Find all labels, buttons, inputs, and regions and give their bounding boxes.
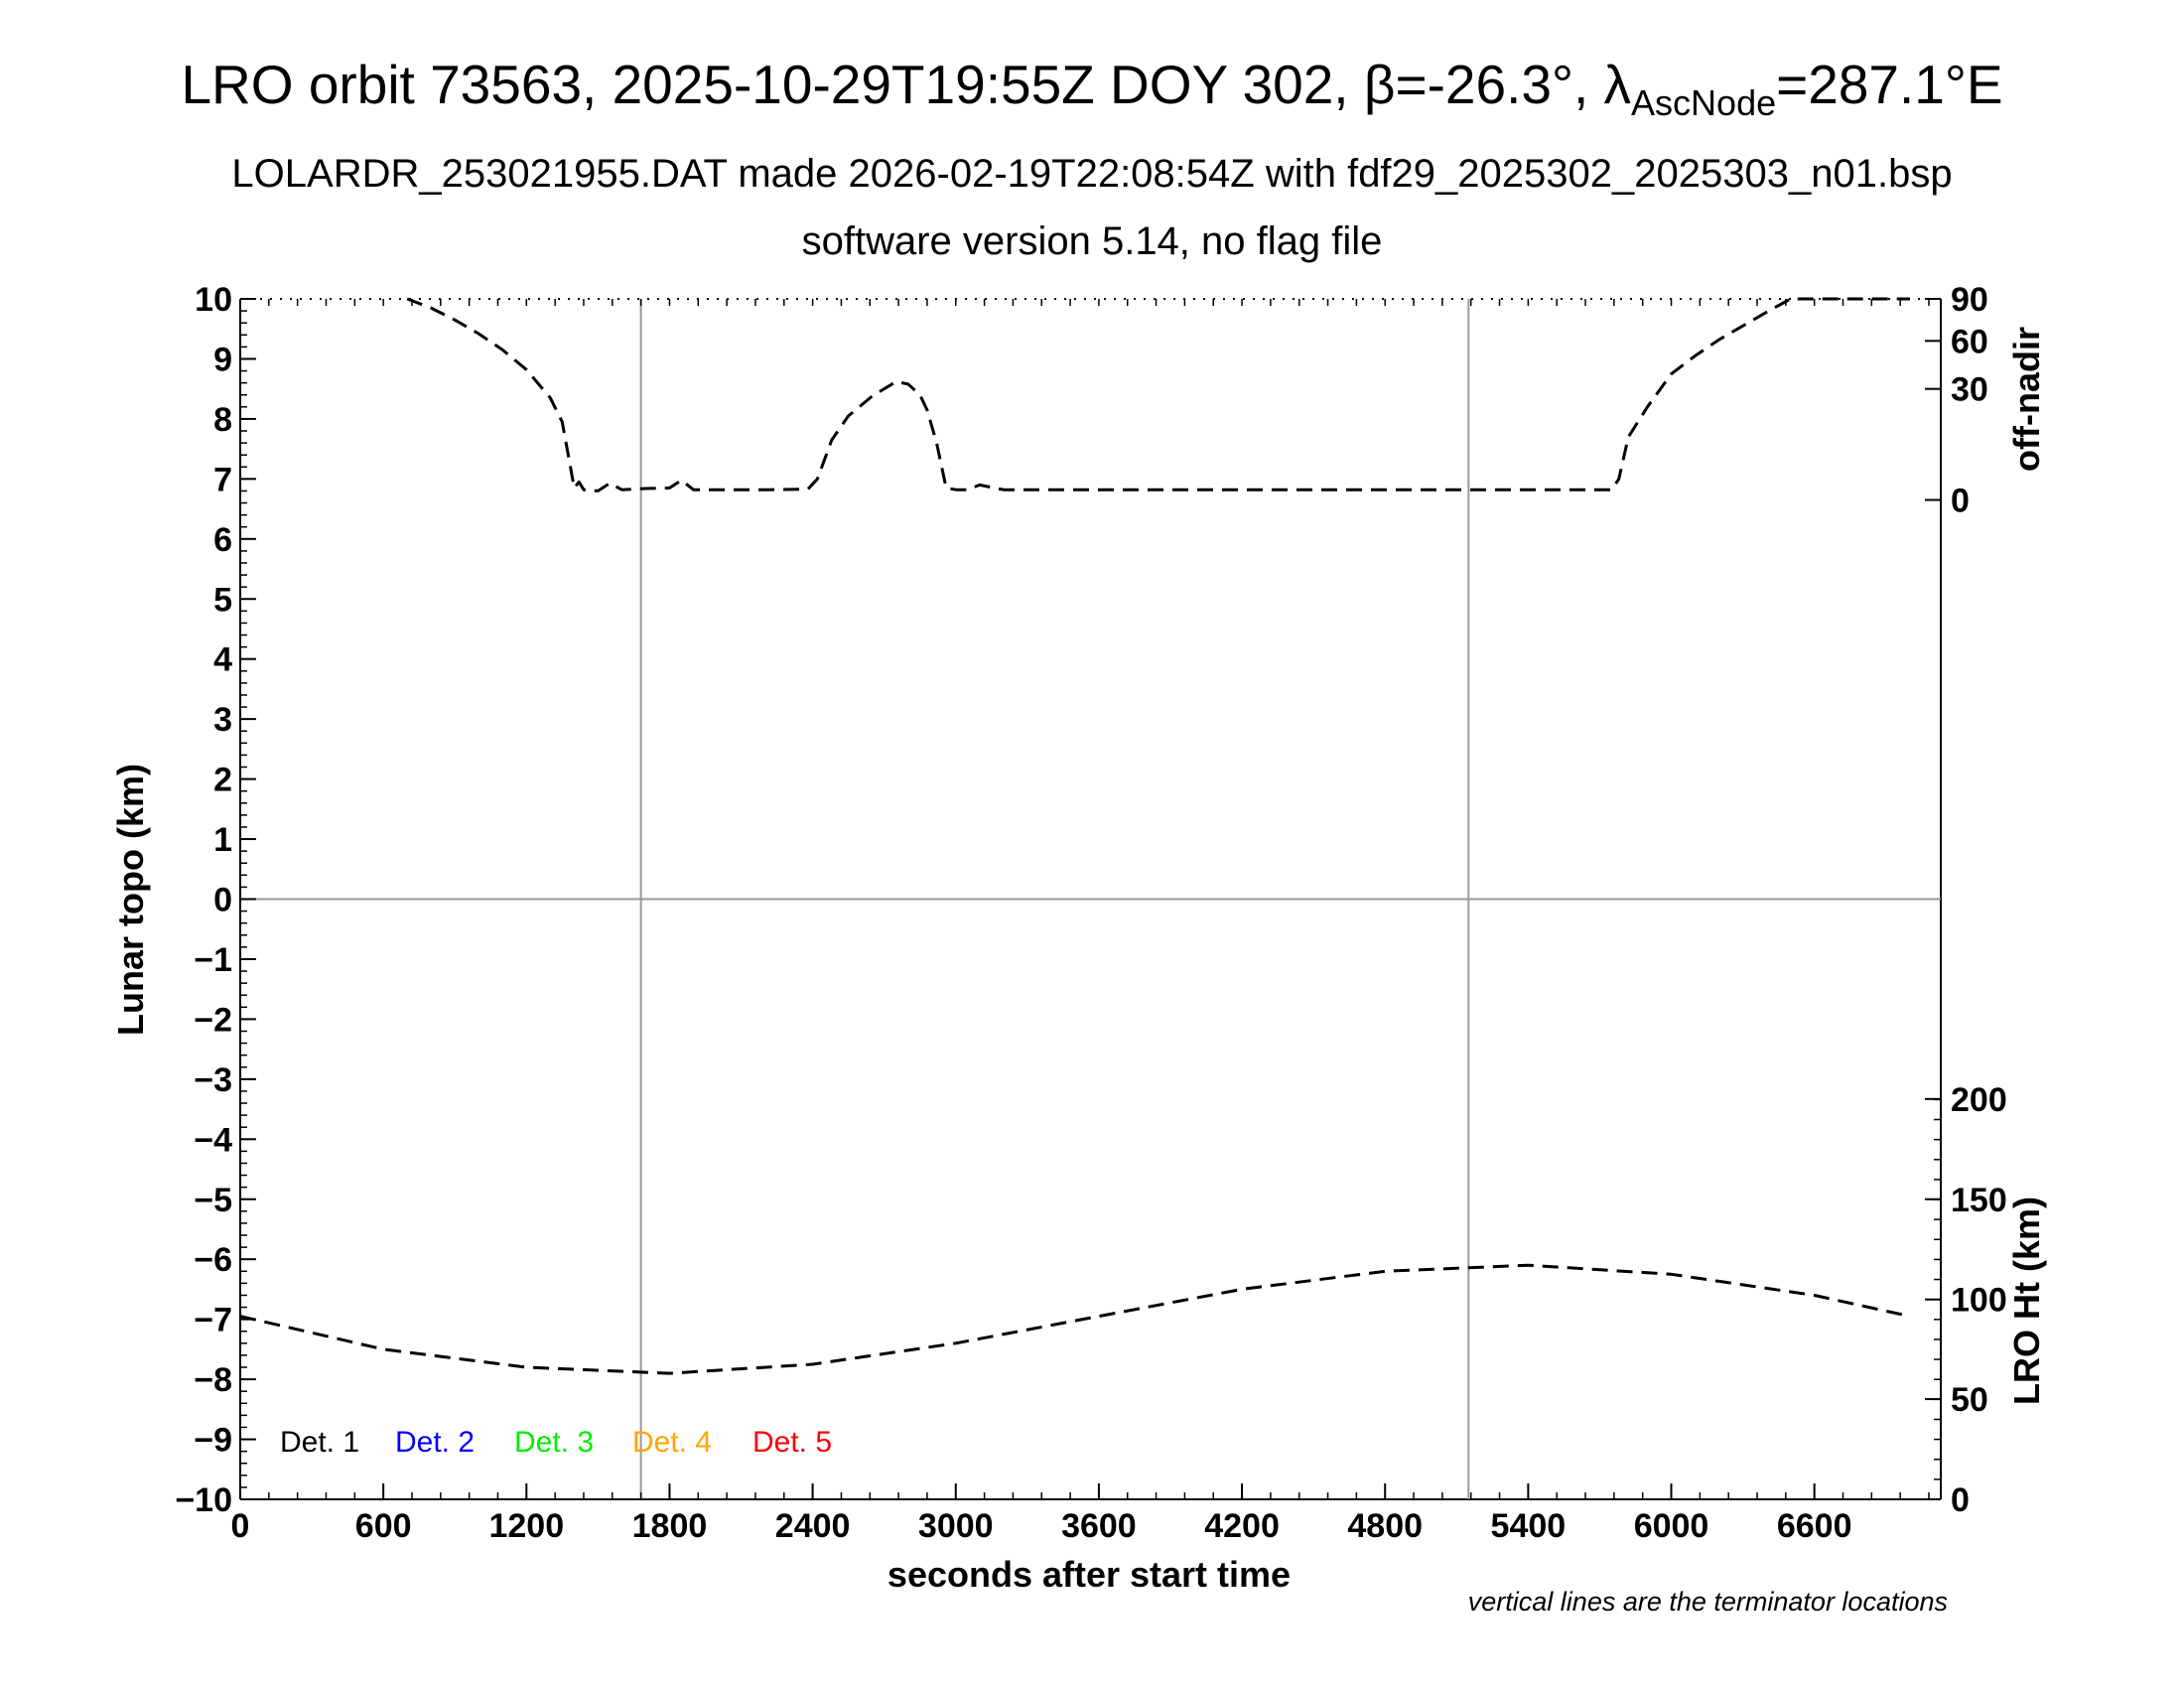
legend-item-4: Det. 4: [632, 1426, 712, 1459]
lambda-value: =287.1°E: [1776, 54, 2002, 115]
y-tick-label: −5: [194, 1182, 232, 1219]
x-tick-label: 3000: [918, 1507, 994, 1545]
series-line-1: [406, 297, 1910, 492]
beta-value: =-26.3°,: [1395, 54, 1603, 115]
y-tick-label: −9: [194, 1422, 232, 1460]
x-tick-label: 3600: [1061, 1507, 1137, 1545]
y-tick-label: 4: [213, 641, 232, 679]
y-axis-label-right-bottom: LRO Ht (km): [2006, 1196, 2047, 1405]
legend-item-3: Det. 3: [514, 1426, 594, 1459]
x-tick-label: 600: [355, 1507, 412, 1545]
legend-item-5: Det. 5: [752, 1426, 832, 1459]
lro-ht-tick-label: 50: [1951, 1381, 1988, 1419]
y-tick-label: 0: [213, 882, 232, 919]
series-line-2: [239, 1263, 1911, 1375]
lro-ht-tick-label: 150: [1951, 1182, 2007, 1219]
y-tick-label: −7: [194, 1302, 232, 1339]
chart-title: LRO orbit 73563, 2025-10-29T19:55Z DOY 3…: [181, 54, 2002, 123]
series-layer: [239, 297, 1911, 1375]
y-tick-label: 1: [213, 821, 232, 859]
x-tick-label: 6000: [1634, 1507, 1709, 1545]
y-tick-label: 9: [213, 341, 232, 378]
x-tick-label: 2400: [775, 1507, 851, 1545]
lambda-subscript: AscNode: [1631, 82, 1776, 123]
y-axis-label-left: Lunar topo (km): [110, 764, 151, 1036]
y-tick-label: −3: [194, 1061, 232, 1099]
y-tick-label: 3: [213, 701, 232, 739]
x-axis-label: seconds after start time: [887, 1554, 1291, 1595]
y-tick-label: 2: [213, 762, 232, 799]
title-prefix: LRO orbit 73563, 2025-10-29T19:55Z DOY 3…: [181, 54, 1363, 115]
y-tick-label: −6: [194, 1241, 232, 1279]
lro-ht-tick-label: 0: [1951, 1481, 1970, 1519]
y-tick-label: 7: [213, 461, 232, 498]
grid-lines: [240, 299, 1941, 1499]
x-tick-label: 4200: [1204, 1507, 1280, 1545]
x-tick-label: 6600: [1777, 1507, 1852, 1545]
off-nadir-tick-label: 0: [1951, 483, 1970, 520]
chart-subtitle-2: software version 5.14, no flag file: [802, 219, 1383, 263]
terminator-note: vertical lines are the terminator locati…: [1468, 1587, 1948, 1617]
y-tick-label: 5: [213, 581, 232, 619]
off-nadir-ticks: 90 60 30 0: [1925, 281, 1988, 520]
x-axis-ticks: 0 600 1200 1800 2400 3000 3600 4200 4800 5400 6000…: [231, 1483, 1852, 1545]
y-tick-label: −10: [175, 1481, 232, 1519]
off-nadir-tick-label: 60: [1951, 323, 1988, 360]
y-tick-label: −1: [194, 941, 232, 979]
x-tick-label: 1200: [488, 1507, 564, 1545]
legend: Det. 1 Det. 2 Det. 3 Det. 4 Det. 5: [280, 1426, 832, 1459]
beta-symbol: β: [1364, 54, 1396, 115]
off-nadir-tick-label: 90: [1951, 281, 1988, 319]
x-tick-label: 0: [231, 1507, 250, 1545]
y-tick-label: −8: [194, 1361, 232, 1399]
lro-ht-tick-label: 100: [1951, 1282, 2007, 1320]
legend-item-1: Det. 1: [280, 1426, 359, 1459]
y-axis-label-right-top: off-nadir: [2006, 327, 2047, 472]
x-tick-label: 5400: [1491, 1507, 1567, 1545]
lro-ht-tick-label: 200: [1951, 1081, 2007, 1119]
y-tick-label: 10: [195, 281, 232, 319]
legend-item-2: Det. 2: [395, 1426, 475, 1459]
lambda-symbol: λ: [1604, 54, 1632, 115]
y-tick-label: 6: [213, 521, 232, 559]
chart-subtitle-1: LOLARDR_253021955.DAT made 2026-02-19T22…: [231, 152, 1952, 196]
y-tick-label: 8: [213, 401, 232, 439]
y-tick-label: −4: [194, 1121, 232, 1159]
y-tick-label: −2: [194, 1001, 232, 1039]
x-tick-label: 1800: [632, 1507, 708, 1545]
lro-ht-ticks: 200 150 100 50 0: [1925, 1081, 2007, 1519]
off-nadir-tick-label: 30: [1951, 371, 1988, 409]
x-tick-label: 4800: [1347, 1507, 1423, 1545]
